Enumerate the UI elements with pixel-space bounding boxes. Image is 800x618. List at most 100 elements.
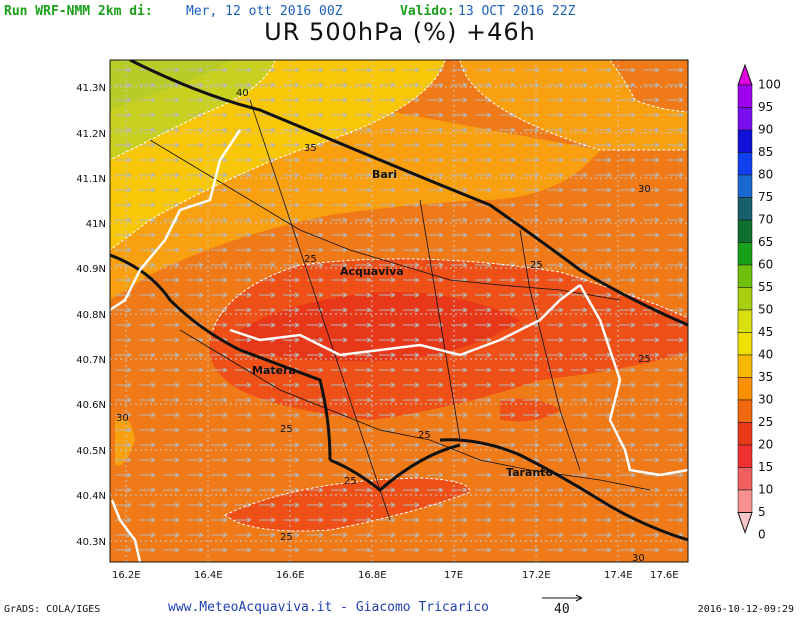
wind-arrow: [451, 97, 468, 103]
wind-arrow: [211, 427, 228, 433]
wind-arrow: [475, 187, 492, 193]
wind-arrow: [115, 97, 132, 103]
wind-arrow: [619, 67, 636, 73]
run-label: Run WRF-NMM 2km di:: [4, 4, 153, 19]
wind-arrow: [595, 547, 612, 553]
wind-arrow: [667, 232, 684, 238]
wind-arrow: [403, 322, 420, 328]
wind-arrow: [259, 262, 276, 268]
wind-arrow: [571, 97, 588, 103]
wind-arrow: [379, 277, 396, 283]
wind-arrow: [643, 352, 660, 358]
wind-arrow: [331, 97, 348, 103]
wind-arrow: [331, 307, 348, 313]
wind-arrow: [523, 427, 540, 433]
wind-arrow: [619, 412, 636, 418]
wind-arrow: [403, 157, 420, 163]
wind-arrow: [307, 532, 324, 538]
wind-arrow: [355, 547, 372, 553]
wind-arrow: [139, 382, 156, 388]
wind-arrow: [499, 442, 516, 448]
wind-arrow: [211, 307, 228, 313]
wind-arrow: [571, 322, 588, 328]
wind-arrow: [115, 277, 132, 283]
wind-arrow: [427, 187, 444, 193]
colorbar-tick-label: 25: [758, 415, 773, 429]
wind-arrow: [379, 247, 396, 253]
wind-arrow: [619, 172, 636, 178]
wind-arrow: [595, 157, 612, 163]
wind-arrow: [283, 337, 300, 343]
x-tick-label: 16.2E: [112, 570, 141, 581]
y-tick-label: 40.8N: [76, 310, 106, 321]
wind-arrow: [235, 532, 252, 538]
wind-arrow: [259, 427, 276, 433]
wind-arrow: [595, 382, 612, 388]
wind-arrow: [403, 427, 420, 433]
wind-arrow: [355, 172, 372, 178]
wind-arrow: [427, 487, 444, 493]
wind-arrow: [427, 382, 444, 388]
wind-arrow: [403, 292, 420, 298]
wind-arrow: [331, 427, 348, 433]
wind-arrow: [475, 307, 492, 313]
wind-arrow: [355, 82, 372, 88]
wind-arrow: [547, 67, 564, 73]
wind-arrow: [595, 442, 612, 448]
wind-arrow: [523, 187, 540, 193]
wind-arrow: [571, 517, 588, 523]
colorbar-swatch: [737, 444, 753, 468]
wind-arrow: [307, 187, 324, 193]
wind-arrow: [259, 202, 276, 208]
wind-arrow: [187, 232, 204, 238]
wind-arrow: [259, 547, 276, 553]
wind-arrow: [283, 427, 300, 433]
wind-arrow: [547, 217, 564, 223]
colorbar-tick-label: 90: [758, 123, 773, 137]
wind-arrow: [379, 442, 396, 448]
city-label: Bari: [372, 168, 397, 181]
wind-arrow: [571, 157, 588, 163]
wind-arrow: [547, 547, 564, 553]
wind-arrow: [283, 532, 300, 538]
wind-arrow: [355, 202, 372, 208]
wind-arrow: [115, 142, 132, 148]
wind-arrow: [403, 397, 420, 403]
wind-arrow: [451, 292, 468, 298]
wind-arrow: [211, 277, 228, 283]
wind-arrow: [523, 547, 540, 553]
wind-arrow: [595, 427, 612, 433]
wind-arrow: [139, 442, 156, 448]
wind-arrow: [187, 547, 204, 553]
wind-arrow: [427, 532, 444, 538]
wind-arrow: [259, 412, 276, 418]
wind-arrow: [211, 322, 228, 328]
wind-arrow: [283, 97, 300, 103]
boundaries: [110, 60, 688, 542]
wind-arrow: [139, 367, 156, 373]
wind-arrow: [643, 112, 660, 118]
wind-arrow: [163, 382, 180, 388]
wind-arrow: [163, 322, 180, 328]
wind-arrow: [523, 277, 540, 283]
wind-arrow: [619, 307, 636, 313]
wind-arrow: [523, 172, 540, 178]
wind-arrow: [307, 397, 324, 403]
wind-arrow: [547, 352, 564, 358]
footer-credit: GrADS: COLA/IGES: [4, 604, 101, 615]
wind-arrow: [427, 202, 444, 208]
wind-arrow: [259, 517, 276, 523]
wind-arrow: [211, 487, 228, 493]
wind-arrow: [451, 82, 468, 88]
wind-arrow: [571, 112, 588, 118]
wind-arrow: [235, 337, 252, 343]
wind-arrow: [619, 427, 636, 433]
wind-arrow: [163, 277, 180, 283]
wind-arrow: [235, 112, 252, 118]
wind-arrow: [547, 277, 564, 283]
wind-arrow: [619, 217, 636, 223]
wind-arrow: [643, 292, 660, 298]
wind-arrow: [115, 487, 132, 493]
wind-arrow: [331, 472, 348, 478]
wind-arrow: [667, 187, 684, 193]
